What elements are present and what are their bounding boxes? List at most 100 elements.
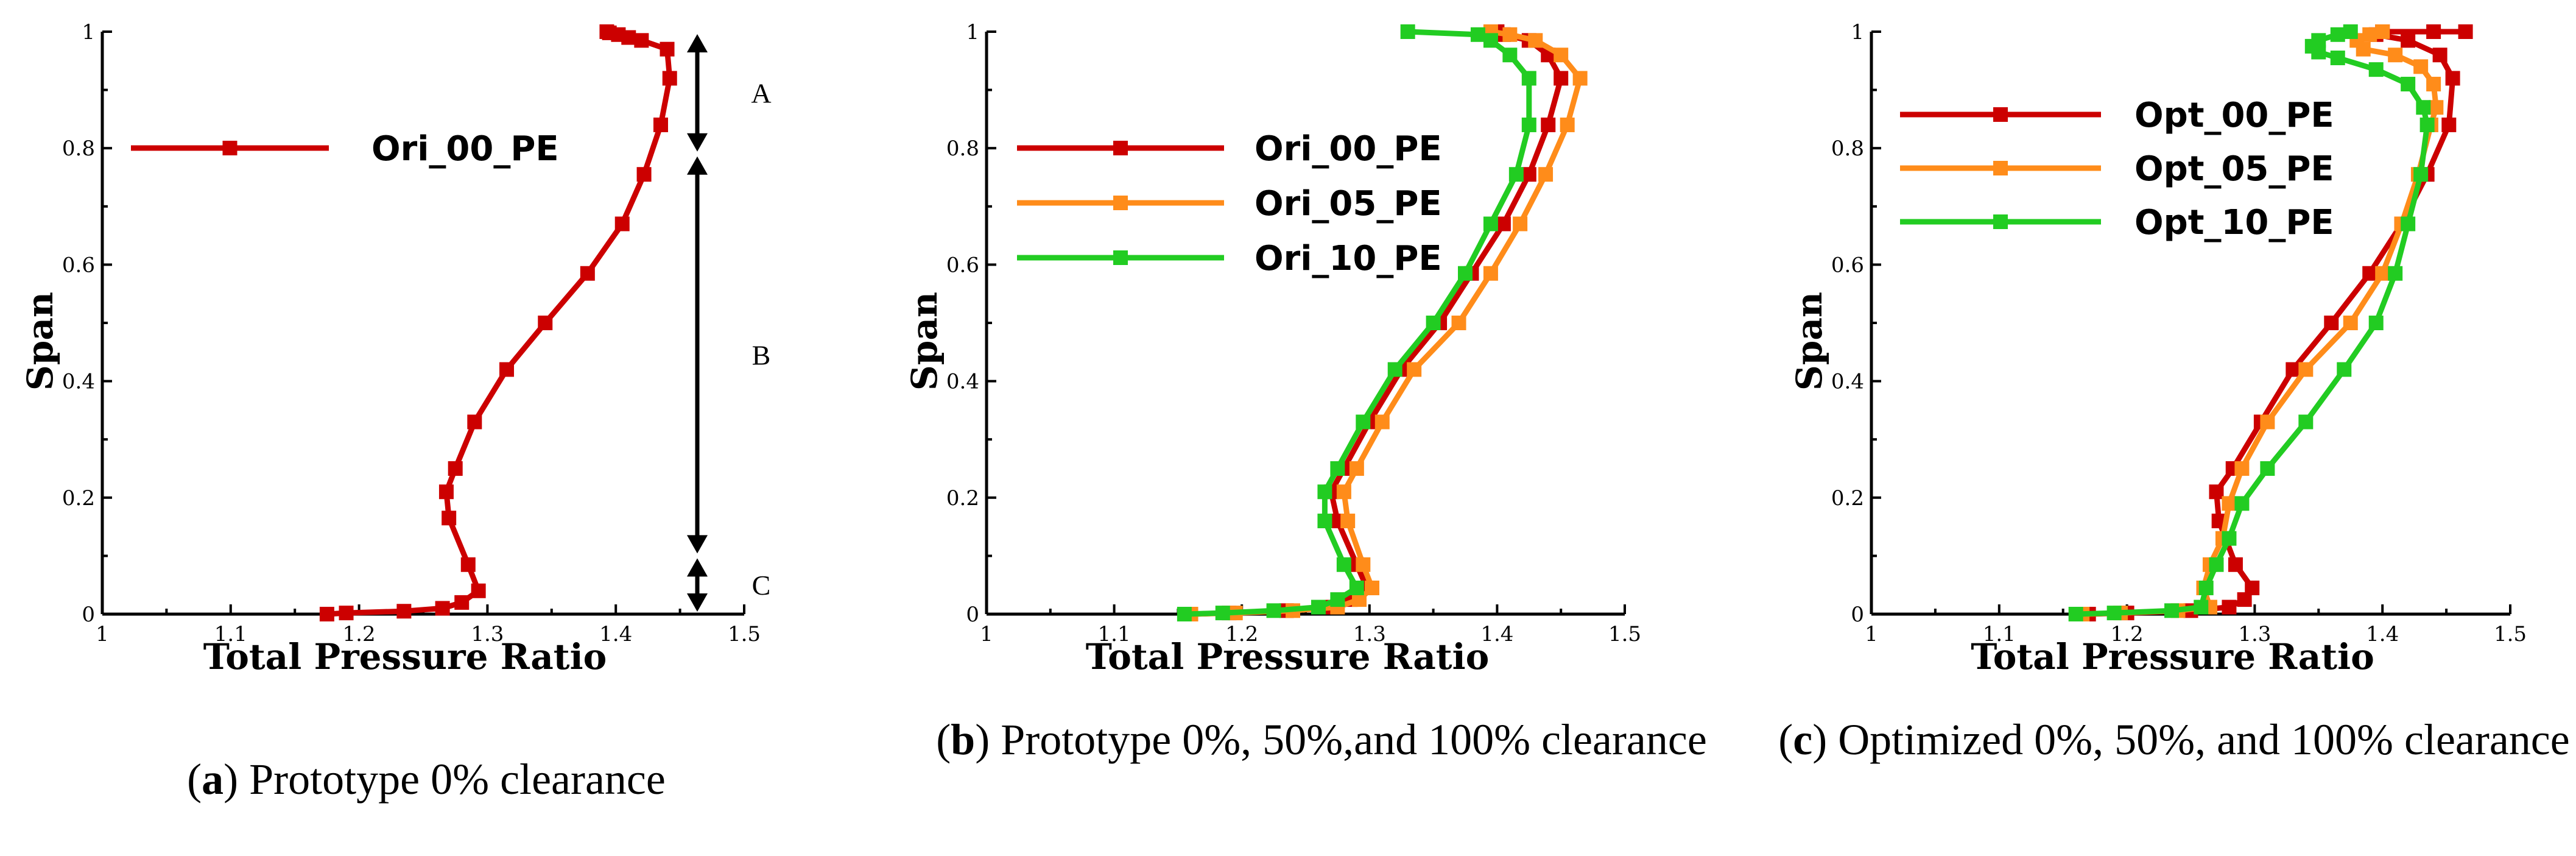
legend-label: Ori_10_PE: [1255, 239, 1442, 278]
data-point: [1560, 117, 1575, 132]
data-point: [2416, 100, 2431, 115]
data-point: [2441, 117, 2457, 132]
y-tick-label: 1: [1851, 20, 1864, 44]
series-line: [1191, 29, 1583, 617]
data-point: [2343, 24, 2358, 39]
data-point: [448, 461, 463, 476]
data-point: [2222, 531, 2237, 546]
data-point: [2458, 24, 2473, 39]
data-point: [1374, 414, 1390, 430]
data-point: [1508, 167, 1524, 182]
chart-panel-3: 1 1.1 1.2 1.3 1.4 1.5 0 0.2 0.4 0.6 0.8 1 Total Pres…: [1789, 20, 2527, 677]
legend-marker: [222, 141, 238, 155]
series-line: [1184, 29, 1532, 617]
data-point: [2222, 496, 2237, 511]
data-point: [1513, 216, 1528, 232]
data-point: [1215, 606, 1230, 621]
data-point: [2222, 600, 2237, 615]
data-point: [2388, 266, 2403, 281]
data-point: [2375, 24, 2390, 39]
chart-panel-1: 1 1.1 1.2 1.3 1.4 1.5 0 0.2 0.4 0.6 0.8 1 Total Pres…: [19, 20, 772, 677]
data-point: [1407, 362, 1422, 377]
y-axis-title: Span: [1789, 292, 1830, 391]
x-axis-title: Total Pressure Ratio: [1086, 636, 1490, 677]
data-point: [1554, 71, 1569, 86]
data-point: [1340, 514, 1356, 529]
data-point: [2068, 607, 2083, 621]
panel-caption: (a) Prototype 0% clearance: [187, 755, 666, 804]
x-axis-title: Total Pressure Ratio: [1971, 636, 2374, 677]
x-tick-label: 1.3: [2238, 622, 2271, 646]
x-tick-label: 1.5: [2494, 622, 2527, 646]
region-arrow-down: [687, 593, 708, 612]
caption-letter: a: [202, 755, 224, 804]
data-point: [396, 604, 412, 619]
region-label: B: [752, 340, 771, 371]
data-point: [442, 511, 457, 526]
x-tick-label: 1.2: [2111, 622, 2144, 646]
y-tick-label: 0.8: [1831, 136, 1864, 161]
data-point: [1349, 461, 1364, 476]
legend-entry: Ori_00_PE: [131, 129, 559, 169]
data-point: [2164, 603, 2180, 618]
data-point: [319, 607, 334, 621]
y-tick-label: 1: [966, 20, 979, 44]
data-point: [2286, 362, 2301, 377]
data-point: [2413, 167, 2429, 182]
data-point: [2228, 557, 2243, 572]
data-point: [614, 216, 630, 232]
region-label: A: [751, 77, 771, 108]
data-point: [438, 484, 454, 500]
data-point: [2194, 600, 2209, 615]
data-point: [2429, 100, 2444, 115]
x-tick-label: 1.1: [214, 622, 247, 646]
data-point: [1502, 48, 1518, 63]
data-point: [2337, 362, 2352, 377]
region-arrow-down: [687, 535, 708, 554]
x-tick-label: 1.4: [2366, 622, 2399, 646]
data-point: [2375, 266, 2390, 281]
data-point: [653, 117, 668, 132]
series-Opt_10_PE: [2068, 24, 2435, 621]
data-point: [1483, 266, 1498, 281]
legend-label: Ori_00_PE: [371, 129, 559, 169]
data-point: [2401, 77, 2416, 92]
data-point: [2298, 414, 2314, 430]
legend-label: Opt_00_PE: [2134, 96, 2334, 135]
data-point: [1528, 33, 1543, 48]
data-point: [460, 557, 476, 572]
series-line: [326, 29, 673, 617]
legend-entry: Ori_00_PE: [1017, 129, 1442, 169]
data-point: [2234, 461, 2250, 476]
legend-entry: Opt_00_PE: [1900, 96, 2334, 135]
panel-caption: (c) Optimized 0%, 50%, and 100% clearanc…: [1778, 715, 2570, 764]
y-tick-label: 0: [1851, 603, 1864, 627]
caption-letter: c: [1793, 715, 1813, 764]
data-point: [1330, 592, 1345, 607]
legend-marker: [1993, 214, 2008, 229]
data-point: [2362, 27, 2377, 42]
data-point: [1311, 600, 1326, 615]
y-tick-label: 0: [966, 603, 979, 627]
data-point: [1177, 607, 1192, 621]
legend-label: Opt_10_PE: [2134, 203, 2334, 242]
legend-entry: Ori_10_PE: [1017, 239, 1442, 278]
series-Ori_00_PE: [319, 24, 677, 621]
data-point: [634, 33, 649, 48]
data-point: [2426, 77, 2441, 92]
caption-text: Optimized 0%, 50%, and 100% clearance: [1838, 715, 2570, 764]
data-point: [1483, 33, 1498, 48]
legend-entry: Ori_05_PE: [1017, 184, 1442, 224]
data-point: [1356, 557, 1371, 572]
caption-text: Prototype 0%, 50%,and 100% clearance: [1001, 715, 1707, 764]
y-tick-label: 0.4: [1831, 370, 1864, 394]
y-axis-title: Span: [19, 292, 61, 391]
y-tick-label: 0.6: [1831, 253, 1864, 277]
data-point: [1330, 461, 1345, 476]
data-point: [2106, 606, 2122, 621]
y-tick-label: 0.4: [946, 370, 979, 394]
data-point: [1387, 362, 1402, 377]
data-point: [2260, 461, 2275, 476]
data-point: [1521, 167, 1536, 182]
